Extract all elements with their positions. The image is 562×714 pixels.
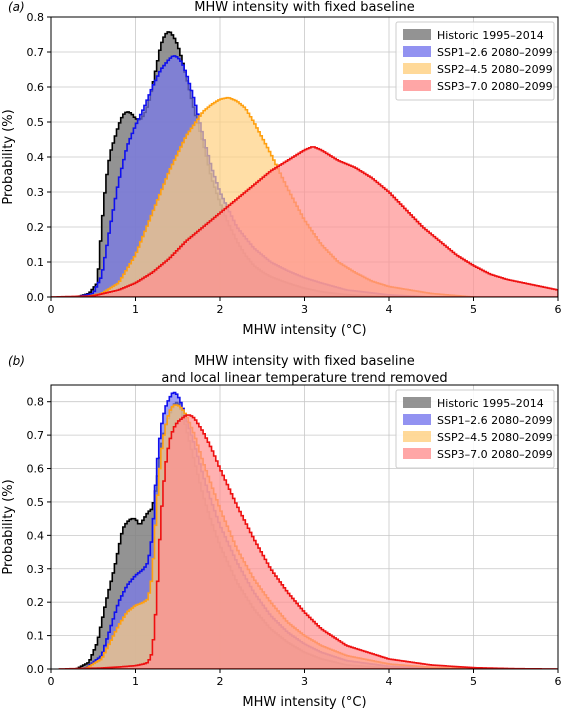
x-tick-label: 5 — [470, 675, 477, 688]
x-tick-label: 6 — [555, 675, 562, 688]
chart-panel-a: 0 1 2 3 4 5 6 0.0 0.1 0.2 0.3 0.4 0.5 0.6 0.7 0.8 MHW in… — [1, 0, 562, 338]
y-tick-label: 0.3 — [27, 563, 45, 576]
y-tick-label: 0.5 — [27, 496, 45, 509]
x-tick-label: 5 — [470, 303, 477, 316]
x-axis-label: MHW intensity (°C) — [242, 323, 366, 338]
legend-label: SSP2–4.5 2080–2099 — [437, 431, 553, 444]
y-axis-label: Probability (%) — [1, 109, 16, 204]
legend-label: SSP3–7.0 2080–2099 — [437, 80, 553, 93]
chart-title: MHW intensity with fixed baseline — [194, 0, 415, 15]
legend-label: SSP2–4.5 2080–2099 — [437, 63, 553, 76]
chart-panel-b: 0 1 2 3 4 5 6 0.0 0.1 0.2 0.3 0.4 0.5 0.6 0.7 0.8 MHW in… — [1, 354, 562, 710]
y-tick-label: 0.1 — [27, 256, 45, 269]
x-tick-label: 4 — [386, 303, 393, 316]
legend: Historic 1995–2014 SSP1–2.6 2080–2099 SSP2… — [395, 389, 555, 469]
legend-swatch — [403, 80, 431, 91]
legend-swatch — [403, 431, 431, 442]
series-4-area — [58, 414, 558, 669]
y-tick-label: 0.8 — [27, 396, 45, 409]
chart-subtitle: and local linear temperature trend remov… — [161, 371, 447, 386]
legend: Historic 1995–2014 SSP1–2.6 2080–2099 SSP2… — [395, 21, 555, 101]
y-tick-label: 0.4 — [27, 529, 45, 542]
legend-box — [395, 389, 555, 469]
x-tick-label: 2 — [217, 303, 224, 316]
x-tick-label: 1 — [132, 675, 139, 688]
panel-label: (a) — [8, 0, 25, 14]
y-axis-label: Probability (%) — [1, 479, 16, 574]
legend-label: SSP1–2.6 2080–2099 — [437, 46, 553, 59]
y-tick-label: 0.6 — [27, 81, 45, 94]
x-tick-label: 6 — [555, 303, 562, 316]
x-tick-label: 4 — [386, 675, 393, 688]
x-tick-label: 3 — [301, 675, 308, 688]
y-tick-label: 0.4 — [27, 151, 45, 164]
legend-box — [395, 21, 555, 101]
legend-swatch — [403, 46, 431, 57]
legend-swatch — [403, 63, 431, 74]
panel-label: (b) — [8, 354, 25, 368]
x-axis-label: MHW intensity (°C) — [242, 695, 366, 710]
y-tick-label: 0.2 — [27, 596, 45, 609]
x-tick-label: 0 — [48, 675, 55, 688]
y-tick-label: 0.8 — [27, 11, 45, 24]
y-tick-label: 0.6 — [27, 463, 45, 476]
plot-area — [51, 31, 558, 297]
plot-area — [58, 391, 558, 669]
x-tick-label: 3 — [301, 303, 308, 316]
legend-label: SSP1–2.6 2080–2099 — [437, 414, 553, 427]
y-tick-label: 0.1 — [27, 630, 45, 643]
legend-swatch — [403, 397, 431, 408]
legend-label: Historic 1995–2014 — [437, 29, 544, 42]
legend-swatch — [403, 29, 431, 40]
legend-swatch — [403, 448, 431, 459]
x-tick-label: 0 — [48, 303, 55, 316]
y-tick-label: 0.0 — [27, 291, 45, 304]
x-tick-label: 1 — [132, 303, 139, 316]
y-tick-label: 0.5 — [27, 116, 45, 129]
y-tick-label: 0.0 — [27, 663, 45, 676]
y-tick-label: 0.7 — [27, 429, 45, 442]
legend-label: Historic 1995–2014 — [437, 397, 544, 410]
legend-swatch — [403, 414, 431, 425]
y-tick-label: 0.7 — [27, 46, 45, 59]
y-tick-label: 0.3 — [27, 186, 45, 199]
x-tick-label: 2 — [217, 675, 224, 688]
series-4-area — [51, 146, 558, 297]
chart-title: MHW intensity with fixed baseline — [194, 354, 415, 369]
y-tick-label: 0.2 — [27, 221, 45, 234]
legend-label: SSP3–7.0 2080–2099 — [437, 448, 553, 461]
